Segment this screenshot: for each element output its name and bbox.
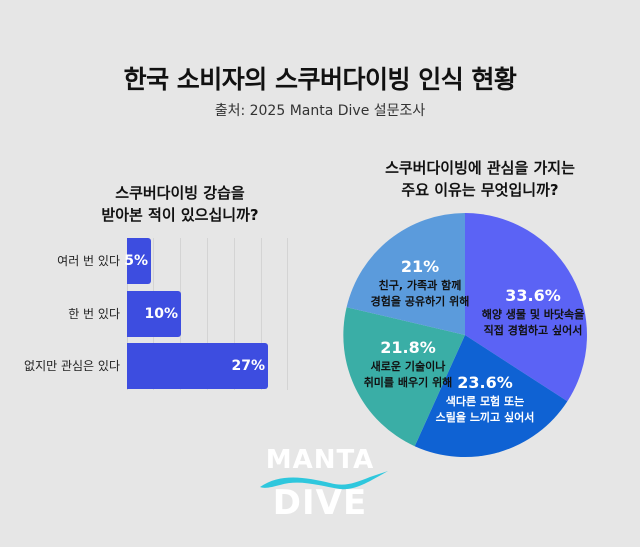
bar-label: 한 번 있다 (68, 307, 120, 321)
bar-label: 여러 번 있다 (57, 254, 120, 268)
bar: 27% (127, 343, 268, 389)
gridline (261, 238, 262, 390)
manta-dive-logo: MANTA DIVE (250, 445, 390, 525)
pie-label-line: 스릴을 느끼고 싶어서 (435, 411, 535, 424)
pie-label-line: 취미를 배우기 위해 (363, 376, 453, 389)
page-title: 한국 소비자의 스쿠버다이빙 인식 현황 (123, 65, 517, 94)
pie-pct: 21% (400, 257, 440, 276)
pie-label: 23.6% 색다른 모험 또는 스릴을 느끼고 싶어서 (420, 372, 550, 426)
gridline (207, 238, 208, 390)
bar-chart-title-line2: 받아본 적이 있으십니까? (101, 206, 259, 224)
pie-chart-title-line2: 주요 이유는 무엇입니까? (401, 181, 559, 199)
pie-label-line: 색다른 모험 또는 (445, 395, 525, 408)
bar-row: 없지만 관심은 있다 27% (0, 343, 640, 389)
pie-label-line: 새로운 기술이나 (370, 360, 446, 373)
pie-label: 21.8% 새로운 기술이나 취미를 배우기 위해 (348, 337, 468, 391)
bar: 5% (124, 238, 151, 284)
bar-chart-title-line1: 스쿠버다이빙 강습을 (115, 184, 245, 202)
bar-chart-title: 스쿠버다이빙 강습을 받아본 적이 있으십니까? (40, 182, 320, 226)
bar-row: 한 번 있다 10% (0, 291, 640, 337)
source-text: 출처: 2025 Manta Dive 설문조사 (214, 103, 426, 119)
bar-value: 5% (124, 253, 148, 269)
bar-label: 없지만 관심은 있다 (24, 359, 120, 373)
pie-label: 33.6% 해양 생물 및 바닷속을 직접 경험하고 싶어서 (468, 285, 598, 339)
pie-label: 21% 친구, 가족과 함께 경험을 공유하기 위해 (355, 256, 485, 310)
bar-value: 27% (231, 358, 265, 374)
pie-slice (346, 213, 465, 335)
pie-label-line: 친구, 가족과 함께 (378, 279, 462, 292)
bar: 10% (127, 291, 181, 337)
gridline (234, 238, 235, 390)
pie-chart-title-line1: 스쿠버다이빙에 관심을 가지는 (385, 159, 575, 177)
pie-pct: 21.8% (380, 338, 436, 357)
pie-label-line: 직접 경험하고 싶어서 (483, 324, 583, 337)
bar-value: 10% (144, 306, 178, 322)
pie-slice (465, 213, 587, 402)
gridline (287, 238, 288, 390)
pie-label-line: 경험을 공유하기 위해 (370, 295, 470, 308)
bar-row: 여러 번 있다 5% (0, 238, 640, 284)
logo-text-bottom: DIVE (272, 483, 368, 523)
pie-slice (343, 307, 465, 447)
pie-pct: 33.6% (505, 286, 561, 305)
pie-chart-title: 스쿠버다이빙에 관심을 가지는 주요 이유는 무엇입니까? (330, 157, 630, 201)
pie-pct: 23.6% (457, 373, 513, 392)
pie-slice (414, 335, 568, 458)
logo-text-top: MANTA (265, 445, 375, 475)
manta-wave-icon (260, 471, 388, 490)
pie-chart (343, 213, 587, 458)
pie-label-line: 해양 생물 및 바닷속을 (481, 308, 585, 321)
